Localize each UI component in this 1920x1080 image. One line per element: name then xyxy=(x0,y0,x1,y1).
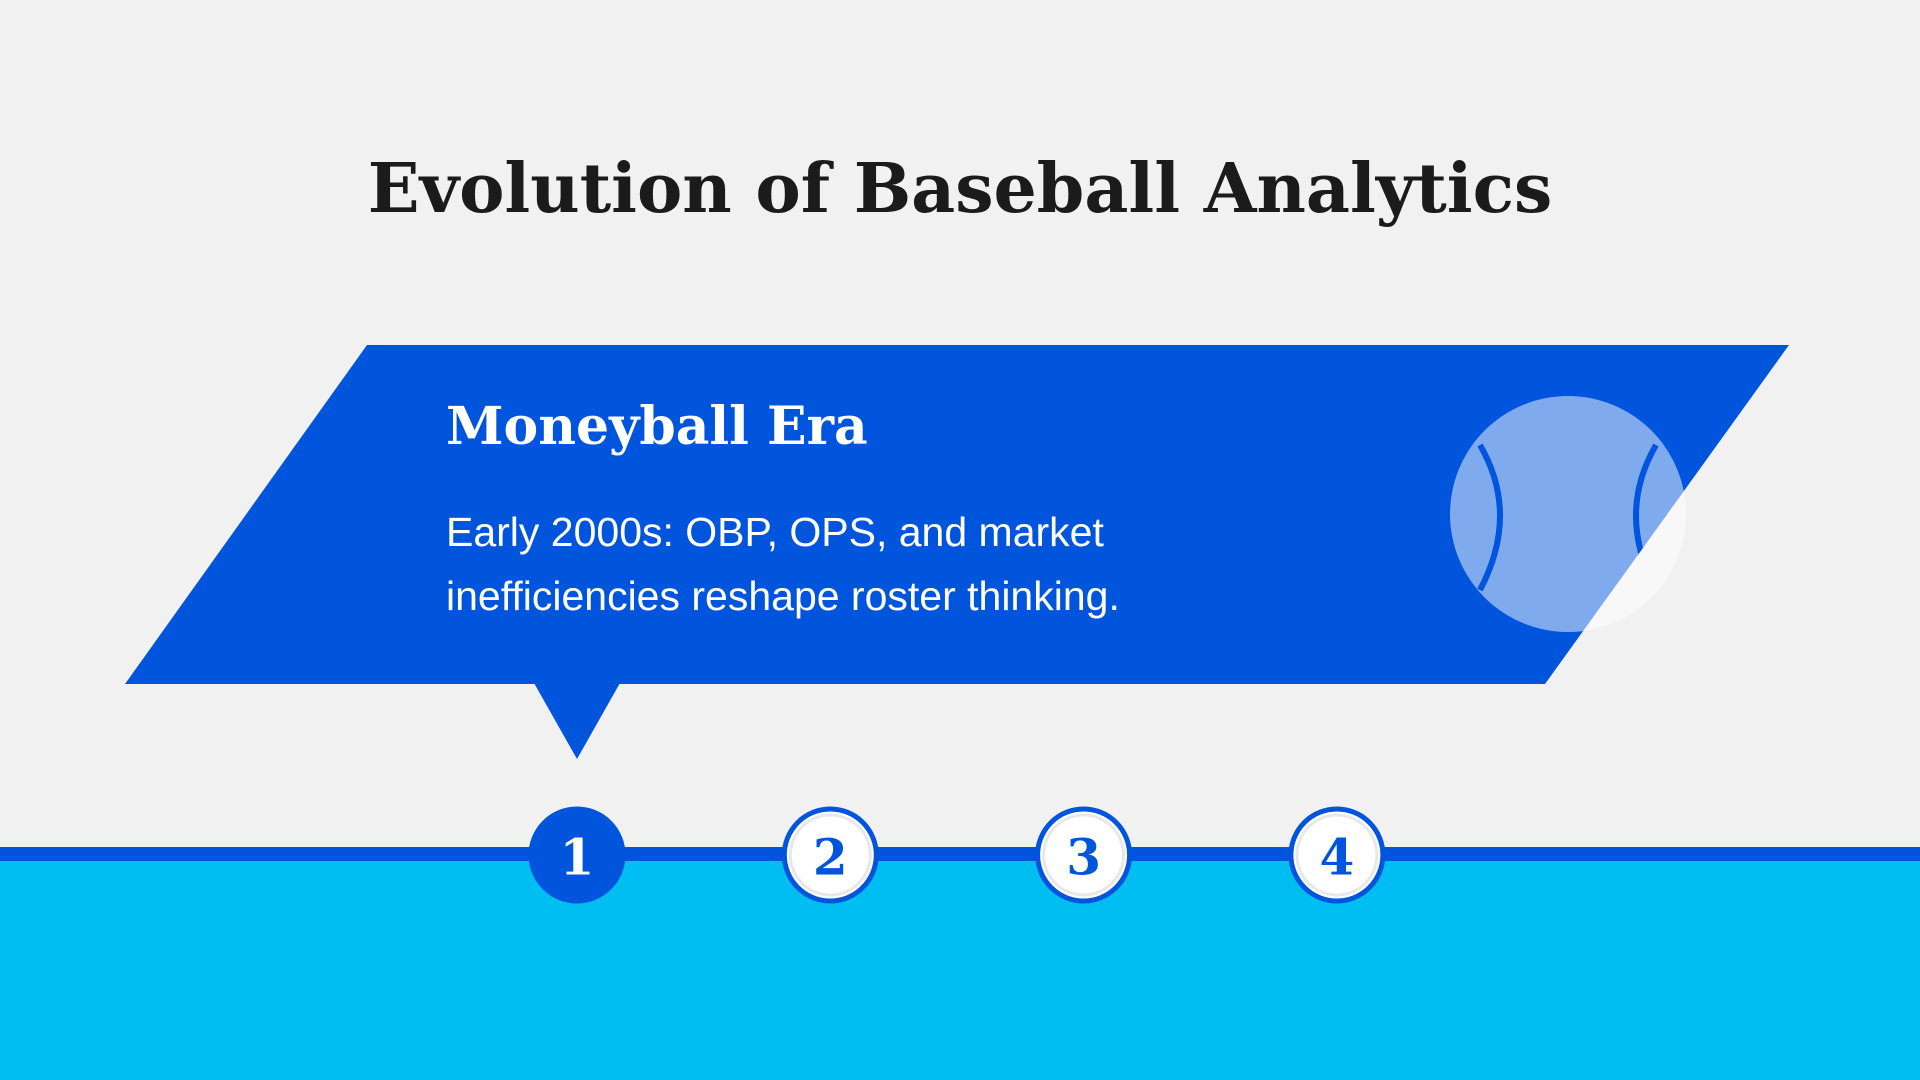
title: Evolution of Baseball Analytics xyxy=(368,149,1553,229)
ground xyxy=(0,861,1920,1080)
step-number: 3 xyxy=(1066,828,1101,887)
ball xyxy=(1450,396,1686,632)
baseball-icon xyxy=(1450,396,1686,632)
step[interactable]: 4 xyxy=(1288,806,1386,904)
step-ring xyxy=(1295,813,1379,897)
seam xyxy=(1477,443,1503,592)
card-heading: Moneyball Era xyxy=(446,396,868,457)
step-number: 2 xyxy=(813,828,848,887)
step[interactable]: 3 xyxy=(1035,806,1133,904)
step-ring xyxy=(1042,813,1126,897)
card xyxy=(125,345,1789,684)
step-circle xyxy=(1035,806,1133,904)
steps: 1 2 3 4 xyxy=(528,806,1386,904)
step-number: 1 xyxy=(560,828,595,887)
step-ring xyxy=(788,813,872,897)
card-pointer xyxy=(534,683,620,759)
step-number: 4 xyxy=(1320,828,1355,887)
timeline xyxy=(0,847,1920,861)
step-circle xyxy=(1288,806,1386,904)
step[interactable]: 2 xyxy=(781,806,879,904)
card-body-line: Early 2000s: OBP, OPS, and market xyxy=(446,509,1104,555)
step-circle xyxy=(781,806,879,904)
step[interactable]: 1 xyxy=(528,806,626,904)
step-circle xyxy=(528,806,626,904)
card-body-line: inefficiencies reshape roster thinking. xyxy=(446,573,1120,619)
